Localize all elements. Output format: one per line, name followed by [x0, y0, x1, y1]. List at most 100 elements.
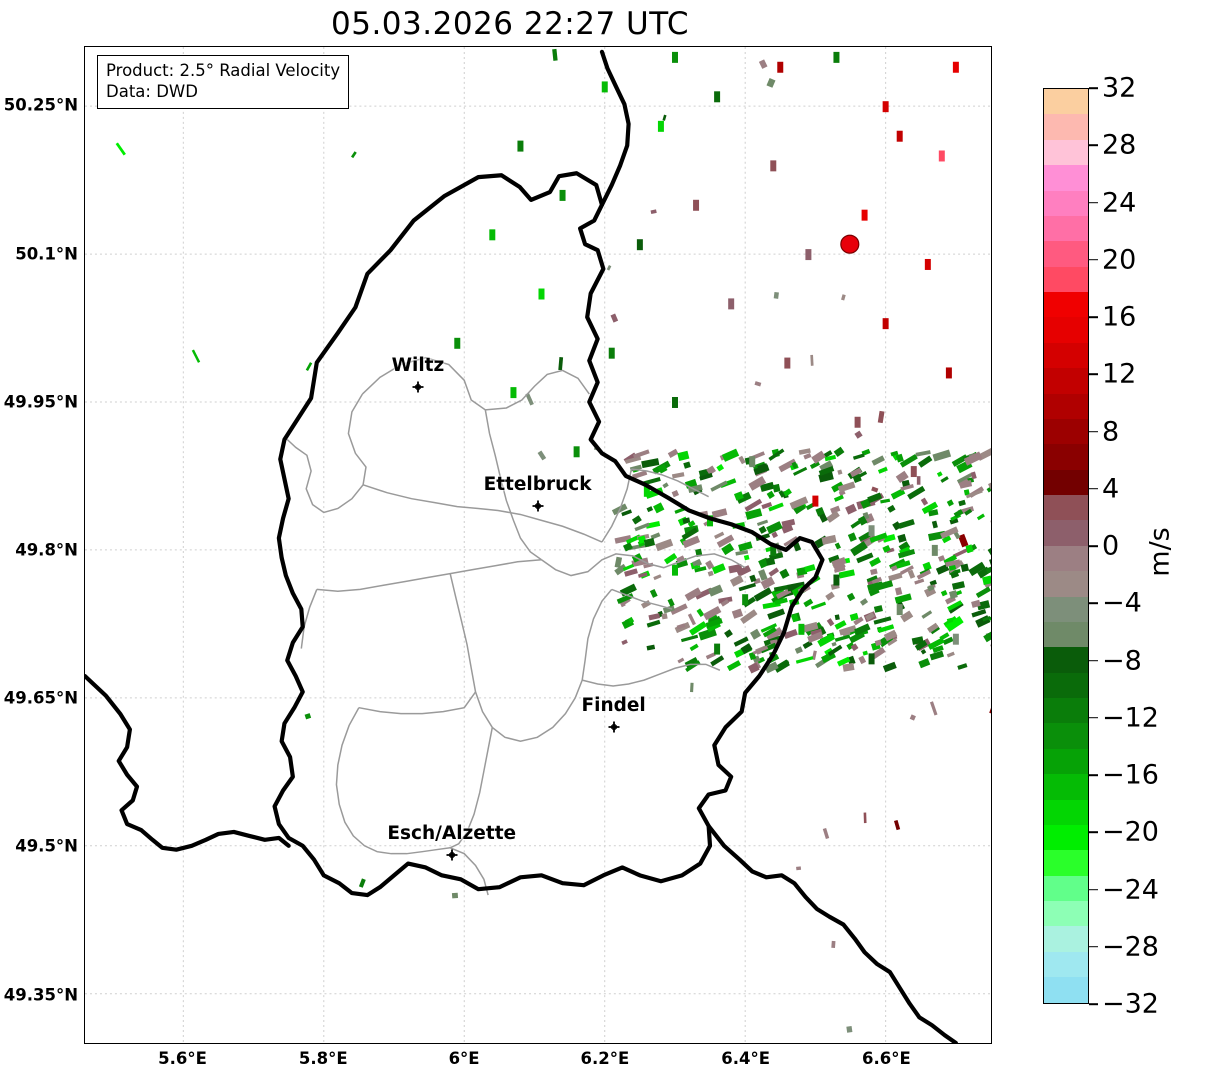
colorbar[interactable] — [1043, 88, 1089, 1004]
radar-echo-cell — [861, 209, 868, 221]
radar-echo-cell — [637, 572, 648, 578]
radar-echo-cell — [882, 544, 891, 553]
radar-echo-cell — [975, 586, 991, 599]
radar-echo-cell — [693, 199, 700, 211]
radar-echo-cell — [929, 650, 945, 661]
radar-echo-cell — [896, 130, 903, 142]
radar-echo-cell — [937, 555, 946, 562]
radar-echo-cell — [958, 499, 966, 507]
radar-echo-cell — [761, 501, 773, 510]
y-tick-label: 49.8°N — [15, 540, 78, 560]
radar-echo-cell — [824, 454, 837, 462]
y-tick-label: 49.5°N — [15, 836, 78, 856]
radar-echo-cell — [304, 713, 312, 720]
radar-echo-cell — [794, 646, 803, 654]
radar-echo-cell — [890, 450, 899, 457]
radar-echo-cell — [646, 619, 661, 628]
radar-echo-cell — [826, 618, 835, 627]
radar-echo-cell — [900, 484, 914, 491]
radar-echo-cell — [810, 601, 827, 610]
radar-echo-cell — [742, 594, 749, 606]
radar-echo-cell — [880, 498, 891, 504]
radar-echo-cell — [740, 643, 753, 655]
radar-echo-cell — [940, 476, 949, 483]
radar-echo-cell — [796, 566, 808, 576]
radar-echo-cell — [758, 525, 767, 534]
radar-echo-cell — [867, 492, 883, 504]
radar-echo-cell — [694, 566, 707, 573]
colorbar-tick-label: −20 — [1102, 816, 1159, 848]
radar-echo-cell — [624, 456, 642, 464]
radar-echo-cell — [670, 603, 688, 616]
radar-echo-cell — [812, 495, 819, 507]
radar-echo-cell — [643, 537, 656, 548]
radar-echo-cell — [921, 610, 933, 619]
admin-boundary-path — [335, 707, 451, 855]
radar-echo-cell — [931, 520, 938, 529]
radar-echo-cell — [916, 569, 931, 580]
radar-echo-cell — [782, 488, 792, 497]
radar-echo-cell — [735, 549, 749, 556]
radar-echo-cell — [927, 584, 935, 592]
radar-echo-cell — [696, 608, 705, 618]
radar-echo-cell — [115, 142, 126, 156]
radar-echo-cell — [965, 489, 983, 499]
national-border-path — [599, 49, 631, 207]
radar-echo-cell — [929, 579, 937, 586]
radar-echo-cell — [721, 542, 735, 556]
radar-echo-cell — [622, 542, 633, 552]
colorbar-band — [1044, 215, 1088, 242]
colorbar-tick-mark — [1089, 430, 1098, 433]
radar-echo-cell — [768, 448, 785, 461]
radar-echo-cell — [768, 567, 780, 577]
radar-echo-cell — [714, 91, 721, 103]
radar-echo-cell — [748, 662, 760, 674]
radar-echo-cell — [642, 476, 661, 486]
radar-echo-cell — [758, 59, 768, 69]
radar-echo-cell — [350, 151, 357, 159]
colorbar-tick-mark — [1089, 945, 1098, 948]
radar-echo-cell — [525, 392, 534, 406]
radar-echo-cell — [850, 643, 859, 652]
radar-echo-cell — [614, 535, 632, 544]
city-marker-icon — [531, 497, 544, 511]
colorbar-band — [1044, 850, 1088, 876]
radar-echo-cell — [796, 866, 802, 871]
radar-map-plot[interactable]: Product: 2.5° Radial Velocity Data: DWD … — [84, 46, 992, 1044]
admin-boundary-path — [286, 393, 367, 514]
colorbar-tick-label: −24 — [1102, 874, 1159, 905]
radar-echo-cell — [706, 465, 716, 476]
x-tick-label: 6.2°E — [580, 1049, 630, 1068]
colorbar-band — [1044, 926, 1088, 952]
radar-echo-cell — [738, 541, 753, 552]
radar-echo-cell — [764, 661, 779, 674]
radar-echo-cell — [766, 490, 775, 499]
radar-echo-cell — [914, 578, 925, 585]
radar-echo-cell — [988, 480, 991, 490]
radar-echo-cell — [945, 367, 952, 379]
radar-echo-cell — [601, 81, 608, 93]
radar-echo-cell — [771, 531, 779, 539]
radar-echo-cell — [714, 531, 725, 540]
radar-echo-cell — [753, 587, 773, 602]
radar-echo-cell — [877, 466, 888, 474]
national-border-path — [706, 823, 958, 1043]
radar-echo-cell — [748, 475, 767, 491]
radar-echo-cell — [690, 682, 694, 693]
radar-echo-cell — [646, 506, 654, 513]
radar-echo-cell — [850, 541, 868, 557]
x-tick-label: 6.4°E — [721, 1049, 771, 1068]
radar-echo-cell — [877, 410, 885, 424]
radar-echo-cell — [926, 622, 939, 634]
radar-echo-cell — [834, 620, 847, 630]
radar-echo-cell — [698, 627, 717, 641]
radar-echo-cell — [720, 599, 730, 607]
radar-echo-cell — [888, 572, 903, 582]
radar-echo-cell — [537, 450, 547, 461]
radar-echo-cell — [718, 596, 733, 604]
radar-echo-cell — [882, 101, 889, 113]
radar-echo-cell — [736, 565, 752, 577]
admin-boundary-path — [582, 663, 721, 687]
radar-echo-cell — [874, 639, 882, 647]
radar-echo-cell — [846, 1026, 853, 1033]
